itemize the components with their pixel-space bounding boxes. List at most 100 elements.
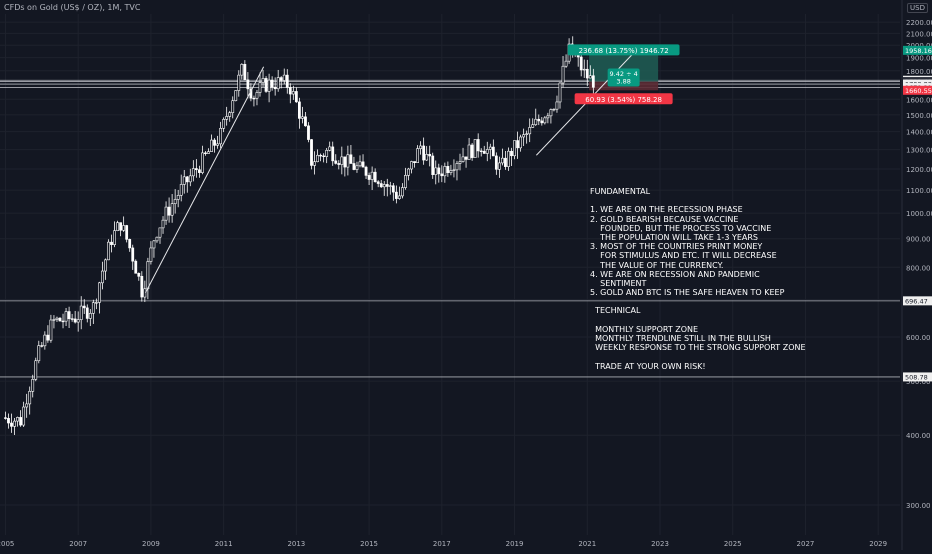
candle-body bbox=[482, 150, 486, 154]
x-tick-label: 2017 bbox=[433, 540, 451, 548]
candle-body bbox=[19, 417, 23, 426]
candle-body bbox=[555, 101, 559, 110]
candle-body bbox=[185, 176, 189, 183]
y-tick-label: 1300.00 bbox=[906, 147, 932, 155]
candle-body bbox=[170, 203, 174, 216]
candle-body bbox=[461, 156, 465, 162]
candle-body bbox=[197, 169, 201, 173]
candle-body bbox=[37, 345, 41, 362]
candle-body bbox=[355, 165, 359, 170]
annotation-line: FOR STIMULUS AND ETC. IT WILL DECREASE bbox=[590, 251, 777, 261]
candle-body bbox=[58, 317, 62, 322]
candle-body bbox=[516, 140, 519, 149]
currency-badge[interactable]: USD bbox=[907, 3, 928, 13]
candle-body bbox=[494, 155, 498, 170]
candle-body bbox=[73, 318, 77, 323]
candle-body bbox=[397, 195, 401, 199]
candle-body bbox=[519, 136, 523, 149]
annotation-line: MONTHLY TRENDLINE STILL IN THE BULLISH bbox=[590, 334, 771, 343]
candle-body bbox=[370, 171, 374, 180]
x-tick-label: 2013 bbox=[287, 540, 305, 548]
candle-body bbox=[270, 79, 274, 88]
candle-body bbox=[446, 166, 450, 173]
annotation-line: FOUNDED, BUT THE PROCESS TO VACCINE bbox=[590, 223, 772, 233]
candle-body bbox=[410, 161, 413, 170]
candle-body bbox=[64, 311, 68, 322]
symbol-title[interactable]: CFDs on Gold (US$ / OZ), 1M, TVC bbox=[4, 3, 141, 12]
candle-body bbox=[558, 82, 562, 103]
candle-body bbox=[282, 74, 286, 81]
candle-body bbox=[101, 270, 104, 284]
candle-body bbox=[191, 168, 195, 177]
candle-body bbox=[528, 127, 532, 135]
y-tick-label: 2100.00 bbox=[906, 30, 932, 38]
target-label-bg bbox=[567, 44, 680, 56]
candle-body bbox=[485, 149, 489, 154]
candle-body bbox=[291, 91, 295, 95]
candle-body bbox=[88, 313, 92, 319]
candle-body bbox=[510, 150, 513, 157]
annotation-line: TECHNICAL bbox=[590, 306, 641, 316]
candle-body bbox=[31, 379, 35, 392]
candle-body bbox=[210, 139, 213, 152]
x-tick-label: 2005 bbox=[0, 540, 14, 548]
candle-body bbox=[267, 79, 271, 92]
candle-body bbox=[204, 152, 207, 154]
annotation-line bbox=[590, 196, 806, 205]
annotation-note[interactable]: FUNDAMENTAL 1. WE ARE ON THE RECESSION PH… bbox=[590, 187, 806, 371]
price-axis-label-bg bbox=[903, 296, 932, 306]
candle-body bbox=[222, 119, 226, 129]
candle-body bbox=[61, 320, 65, 323]
x-tick-label: 2029 bbox=[869, 540, 887, 548]
candle-body bbox=[464, 156, 468, 160]
y-tick-label: 1400.00 bbox=[906, 129, 932, 137]
candle-body bbox=[582, 68, 586, 71]
candle-body bbox=[201, 152, 204, 173]
candle-body bbox=[173, 199, 177, 205]
candle-body bbox=[343, 156, 347, 168]
x-tick-label: 2027 bbox=[797, 540, 815, 548]
candle-body bbox=[313, 161, 316, 166]
candle-body bbox=[22, 406, 26, 426]
candle-body bbox=[158, 227, 162, 238]
candle-body bbox=[213, 139, 216, 146]
candle-body bbox=[467, 144, 471, 160]
candle-body bbox=[70, 318, 74, 320]
candle-body bbox=[382, 184, 386, 188]
candle-body bbox=[194, 168, 198, 171]
candle-body bbox=[55, 317, 59, 320]
candle-body bbox=[304, 116, 307, 127]
candle-body bbox=[155, 236, 159, 242]
candle-body bbox=[276, 77, 280, 90]
candle-body bbox=[82, 305, 86, 309]
annotation-line: TRADE AT YOUR OWN RISK! bbox=[590, 361, 706, 371]
candle-body bbox=[534, 118, 538, 125]
candle-body bbox=[361, 161, 365, 168]
candle-body bbox=[388, 185, 392, 187]
candle-body bbox=[552, 108, 556, 111]
candle-body bbox=[264, 78, 268, 92]
trendline bbox=[145, 66, 265, 294]
candle-body bbox=[579, 56, 583, 71]
candle-body bbox=[391, 185, 395, 193]
candle-body bbox=[346, 154, 350, 168]
candle-body bbox=[46, 334, 50, 341]
candle-body bbox=[310, 139, 313, 166]
candle-body bbox=[373, 171, 377, 183]
candle-body bbox=[588, 75, 592, 79]
candle-body bbox=[497, 162, 501, 170]
candle-body bbox=[110, 241, 113, 245]
candle-body bbox=[455, 163, 459, 171]
candle-body bbox=[216, 143, 219, 146]
candle-body bbox=[440, 173, 444, 177]
candle-body bbox=[116, 222, 119, 231]
candle-body bbox=[149, 247, 153, 262]
candle-body bbox=[34, 360, 38, 380]
candle-body bbox=[125, 225, 129, 240]
candle-body bbox=[97, 282, 101, 303]
candle-body bbox=[531, 124, 535, 128]
candle-body bbox=[113, 230, 116, 245]
candle-body bbox=[443, 166, 447, 177]
